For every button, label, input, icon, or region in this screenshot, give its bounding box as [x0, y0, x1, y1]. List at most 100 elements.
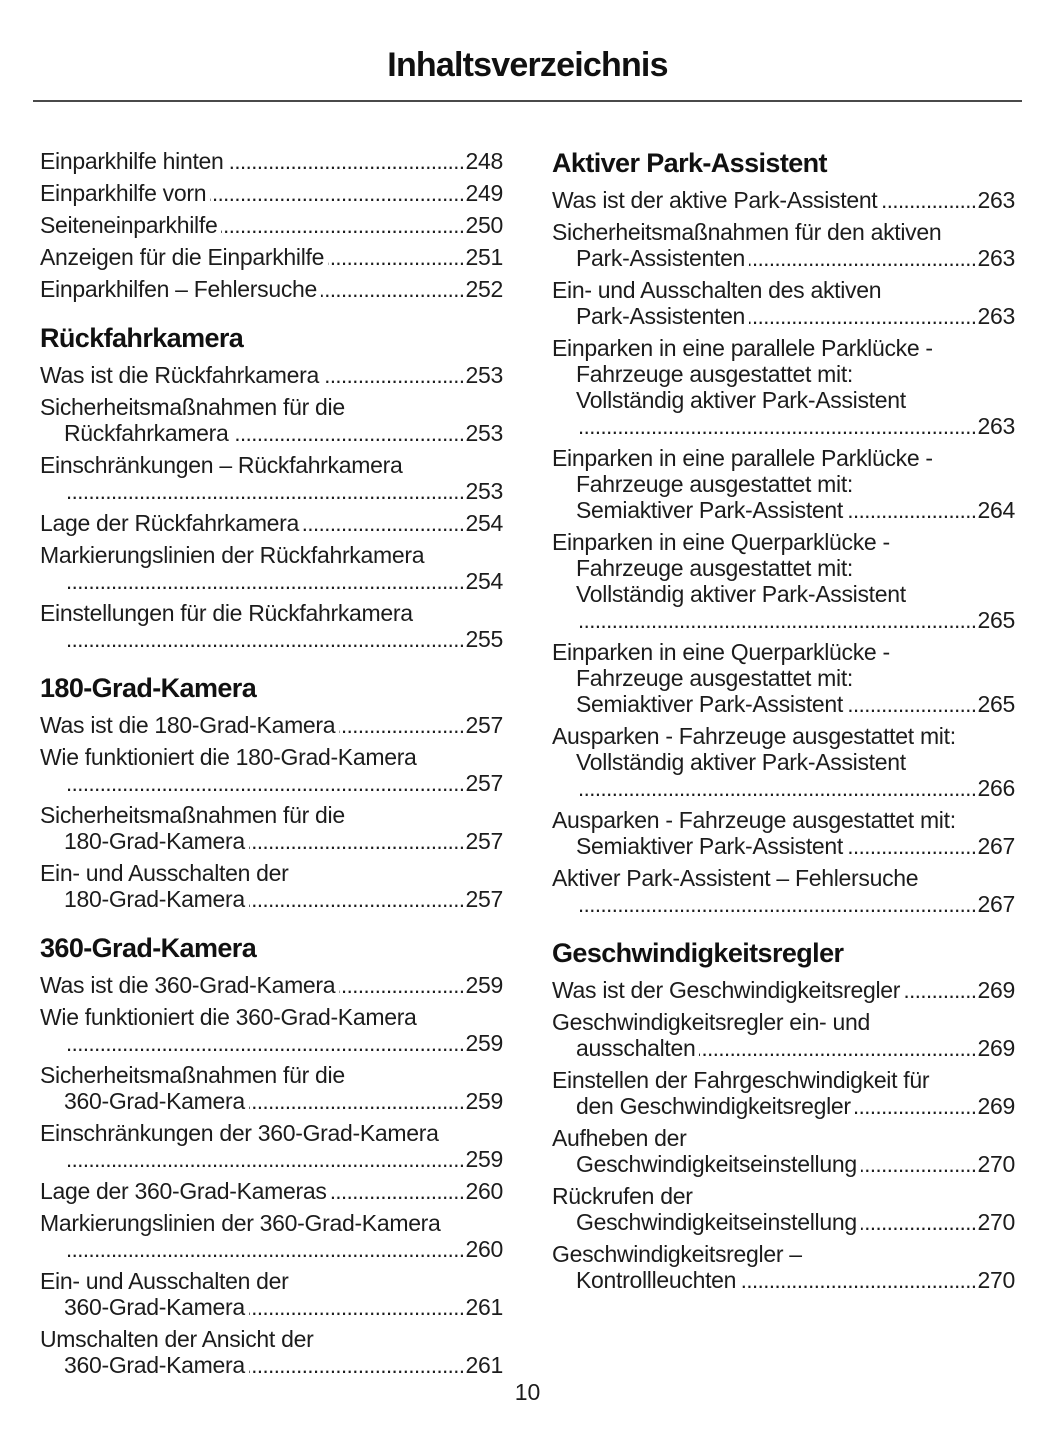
entry-page-number: 270: [977, 1209, 1016, 1235]
toc-entry: Einstellungen für die Rückfahrkamera 255: [40, 600, 503, 653]
entry-page-number: 257: [465, 712, 504, 738]
toc-entry: Sicherheitsmaßnahmen für die Rückfahrkame…: [40, 394, 503, 447]
toc-column-left: Einparkhilfe hinten 248 Einparkhilfe vorn 2…: [40, 148, 503, 1384]
entry-leader-line: 259: [40, 1146, 504, 1173]
entry-text-line: Markierungslinien der Rückfahrkamera: [40, 542, 425, 568]
toc-entry: Was ist die Rückfahrkamera 253: [40, 362, 503, 389]
entry-leader-line: Geschwindigkeitseinstellung 270: [552, 1151, 1015, 1178]
dot-leader: [249, 828, 465, 855]
entry-leader-line: Lage der 360-Grad-Kameras 260: [40, 1178, 503, 1205]
toc-section: Einparkhilfe hinten 248 Einparkhilfe vorn 2…: [40, 148, 503, 303]
entry-leader-line: 254: [40, 568, 504, 595]
toc-entry: Geschwindigkeitsregler – Kontrollleuchten…: [552, 1241, 1015, 1294]
dot-leader: [210, 180, 464, 207]
entry-text: 180-Grad-Kamera: [64, 828, 245, 854]
entry-text-line: Sicherheitsmaßnahmen für die: [40, 394, 345, 420]
entry-page-number: 250: [465, 212, 504, 238]
entry-page-number: 265: [977, 607, 1016, 633]
entry-text: Was ist die 180-Grad-Kamera: [40, 712, 336, 738]
entry-text-line: Ein- und Ausschalten der: [40, 860, 289, 886]
dot-leader: [233, 420, 465, 447]
entry-page-number: 257: [465, 770, 504, 796]
dot-leader: [881, 187, 976, 214]
entry-leader-line: Kontrollleuchten 270: [552, 1267, 1015, 1294]
toc-entry: Wie funktioniert die 180-Grad-Kamera 257: [40, 744, 503, 797]
entry-text: Was ist die 360-Grad-Kamera: [40, 972, 336, 998]
toc-entry: Was ist die 180-Grad-Kamera 257: [40, 712, 503, 739]
toc-entry: Einparken in eine parallele Parklücke -F…: [552, 445, 1015, 524]
entry-text-line: Einschränkungen – Rückfahrkamera: [40, 452, 403, 478]
entry-leader-line: 255: [40, 626, 504, 653]
entry-text-line: Sicherheitsmaßnahmen für die: [40, 1062, 345, 1088]
toc-entry: Einschränkungen – Rückfahrkamera 253: [40, 452, 503, 505]
entry-page-number: 260: [465, 1178, 504, 1204]
dot-leader: [580, 607, 977, 634]
entry-page-number: 251: [465, 244, 504, 270]
entry-text-line: Markierungslinien der 360-Grad-Kamera: [40, 1210, 441, 1236]
dot-leader: [249, 1352, 465, 1379]
dot-leader: [68, 568, 465, 595]
entry-text: Park-Assistenten: [576, 303, 746, 329]
entry-page-number: 269: [977, 1035, 1016, 1061]
dot-leader: [847, 691, 977, 718]
entry-text: Geschwindigkeitseinstellung: [576, 1151, 857, 1177]
toc-entry: Geschwindigkeitsregler ein- und ausschalt…: [552, 1009, 1015, 1062]
toc-entry: Einparken in eine Querparklücke - Fahrzeu…: [552, 529, 1015, 634]
entry-text-line: Wie funktioniert die 180-Grad-Kamera: [40, 744, 417, 770]
dot-leader: [847, 497, 977, 524]
toc-entry: Sicherheitsmaßnahmen für die 180-Grad-Kam…: [40, 802, 503, 855]
entry-leader-line: 360-Grad-Kamera 259: [40, 1088, 503, 1115]
entry-text-line: Rückrufen der: [552, 1183, 693, 1209]
entry-text-line: Einparken in eine parallele Parklücke -: [552, 335, 933, 361]
dot-leader: [321, 276, 465, 303]
entry-text: 360-Grad-Kamera: [64, 1088, 245, 1114]
entry-text-line: Einparken in eine parallele Parklücke -: [552, 445, 933, 471]
entry-page-number: 257: [465, 828, 504, 854]
toc-section: Aktiver Park-Assistent Was ist der aktive…: [552, 148, 1015, 918]
page-number: 10: [514, 1379, 541, 1405]
toc-entry: Sicherheitsmaßnahmen für die 360-Grad-Kam…: [40, 1062, 503, 1115]
toc-entry: Einparken in eine Querparklücke - Fahrzeu…: [552, 639, 1015, 718]
toc-section: 180-Grad-Kamera Was ist die 180-Grad-Kame…: [40, 673, 503, 913]
entry-page-number: 248: [465, 148, 504, 174]
entry-text: 360-Grad-Kamera: [64, 1352, 245, 1378]
entry-text: Was ist der aktive Park-Assistent: [552, 187, 878, 213]
toc-entry: Anzeigen für die Einparkhilfe 251: [40, 244, 503, 271]
entry-text: Was ist der Geschwindigkeitsregler: [552, 977, 901, 1003]
entry-text: Anzeigen für die Einparkhilfe: [40, 244, 325, 270]
entry-leader-line: 260: [40, 1236, 504, 1263]
page-title: Inhaltsverzeichnis: [387, 46, 668, 84]
entry-leader-line: Park-Assistenten 263: [552, 303, 1015, 330]
entry-text-line: Sicherheitsmaßnahmen für die: [40, 802, 345, 828]
entry-page-number: 261: [465, 1352, 504, 1378]
entry-text-line: Vollständig aktiver Park-Assistent: [576, 749, 906, 775]
dot-leader: [68, 1146, 465, 1173]
dot-leader: [580, 413, 977, 440]
entry-leader-line: Was ist die 360-Grad-Kamera 259: [40, 972, 503, 999]
toc-entry: Wie funktioniert die 360-Grad-Kamera 259: [40, 1004, 503, 1057]
title-rule: [33, 100, 1022, 102]
entry-text-line: Aufheben der: [552, 1125, 687, 1151]
toc-entry: Einparken in eine parallele Parklücke -F…: [552, 335, 1015, 440]
entry-text: Semiaktiver Park-Assistent: [576, 833, 843, 859]
dot-leader: [303, 510, 465, 537]
entry-leader-line: Park-Assistenten 263: [552, 245, 1015, 272]
entry-leader-line: Semiaktiver Park-Assistent 265: [552, 691, 1015, 718]
entry-text: 180-Grad-Kamera: [64, 886, 245, 912]
dot-leader: [855, 1093, 977, 1120]
entry-leader-line: Einparkhilfe hinten 248: [40, 148, 503, 175]
entry-text-line: Ein- und Ausschalten der: [40, 1268, 289, 1294]
entry-text-line: Aktiver Park-Assistent – Fehlersuche: [552, 865, 919, 891]
entry-text: Semiaktiver Park-Assistent: [576, 691, 843, 717]
toc-entry: Umschalten der Ansicht der 360-Grad-Kamer…: [40, 1326, 503, 1379]
entry-text-line: Einschränkungen der 360-Grad-Kamera: [40, 1120, 439, 1146]
toc-entry: Aktiver Park-Assistent – Fehlersuche 267: [552, 865, 1015, 918]
entry-text: Was ist die Rückfahrkamera: [40, 362, 319, 388]
dot-leader: [249, 886, 465, 913]
section-title: Aktiver Park-Assistent: [552, 148, 828, 178]
entry-text-line: Fahrzeuge ausgestattet mit:: [576, 361, 853, 387]
entry-text-line: Einparken in eine Querparklücke -: [552, 529, 890, 555]
toc-entry: Markierungslinien der Rückfahrkamera 254: [40, 542, 503, 595]
